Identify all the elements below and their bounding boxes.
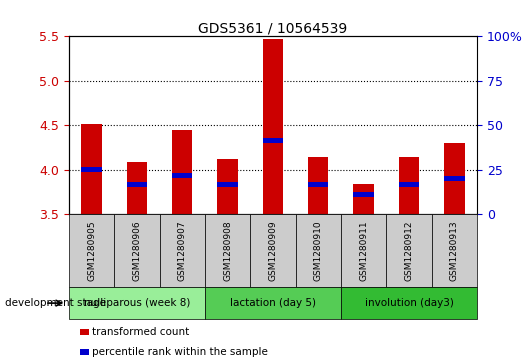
- Bar: [127, 162, 147, 214]
- Bar: [82, 167, 102, 172]
- Bar: [217, 182, 238, 187]
- Bar: [172, 130, 192, 214]
- Text: GSM1280907: GSM1280907: [178, 220, 187, 281]
- Bar: [399, 182, 419, 187]
- Bar: [399, 157, 419, 214]
- Bar: [82, 125, 102, 214]
- Bar: [444, 143, 464, 214]
- Bar: [444, 176, 464, 181]
- Bar: [127, 182, 147, 187]
- Text: GSM1280911: GSM1280911: [359, 220, 368, 281]
- Text: GSM1280912: GSM1280912: [404, 220, 413, 281]
- Bar: [308, 157, 329, 214]
- Text: GSM1280905: GSM1280905: [87, 220, 96, 281]
- Bar: [354, 192, 374, 197]
- Text: percentile rank within the sample: percentile rank within the sample: [92, 347, 268, 357]
- Text: lactation (day 5): lactation (day 5): [230, 298, 316, 308]
- Text: GSM1280908: GSM1280908: [223, 220, 232, 281]
- Bar: [263, 138, 283, 143]
- Bar: [308, 182, 329, 187]
- Text: development stage: development stage: [5, 298, 107, 308]
- Text: involution (day3): involution (day3): [365, 298, 454, 308]
- Text: GSM1280910: GSM1280910: [314, 220, 323, 281]
- Text: GSM1280913: GSM1280913: [450, 220, 459, 281]
- Bar: [354, 184, 374, 214]
- Text: GSM1280906: GSM1280906: [132, 220, 142, 281]
- Text: transformed count: transformed count: [92, 327, 189, 337]
- Bar: [172, 174, 192, 178]
- Bar: [217, 159, 238, 214]
- Bar: [263, 39, 283, 214]
- Text: GSM1280909: GSM1280909: [269, 220, 277, 281]
- Text: nulliparous (week 8): nulliparous (week 8): [84, 298, 190, 308]
- Title: GDS5361 / 10564539: GDS5361 / 10564539: [198, 21, 348, 35]
